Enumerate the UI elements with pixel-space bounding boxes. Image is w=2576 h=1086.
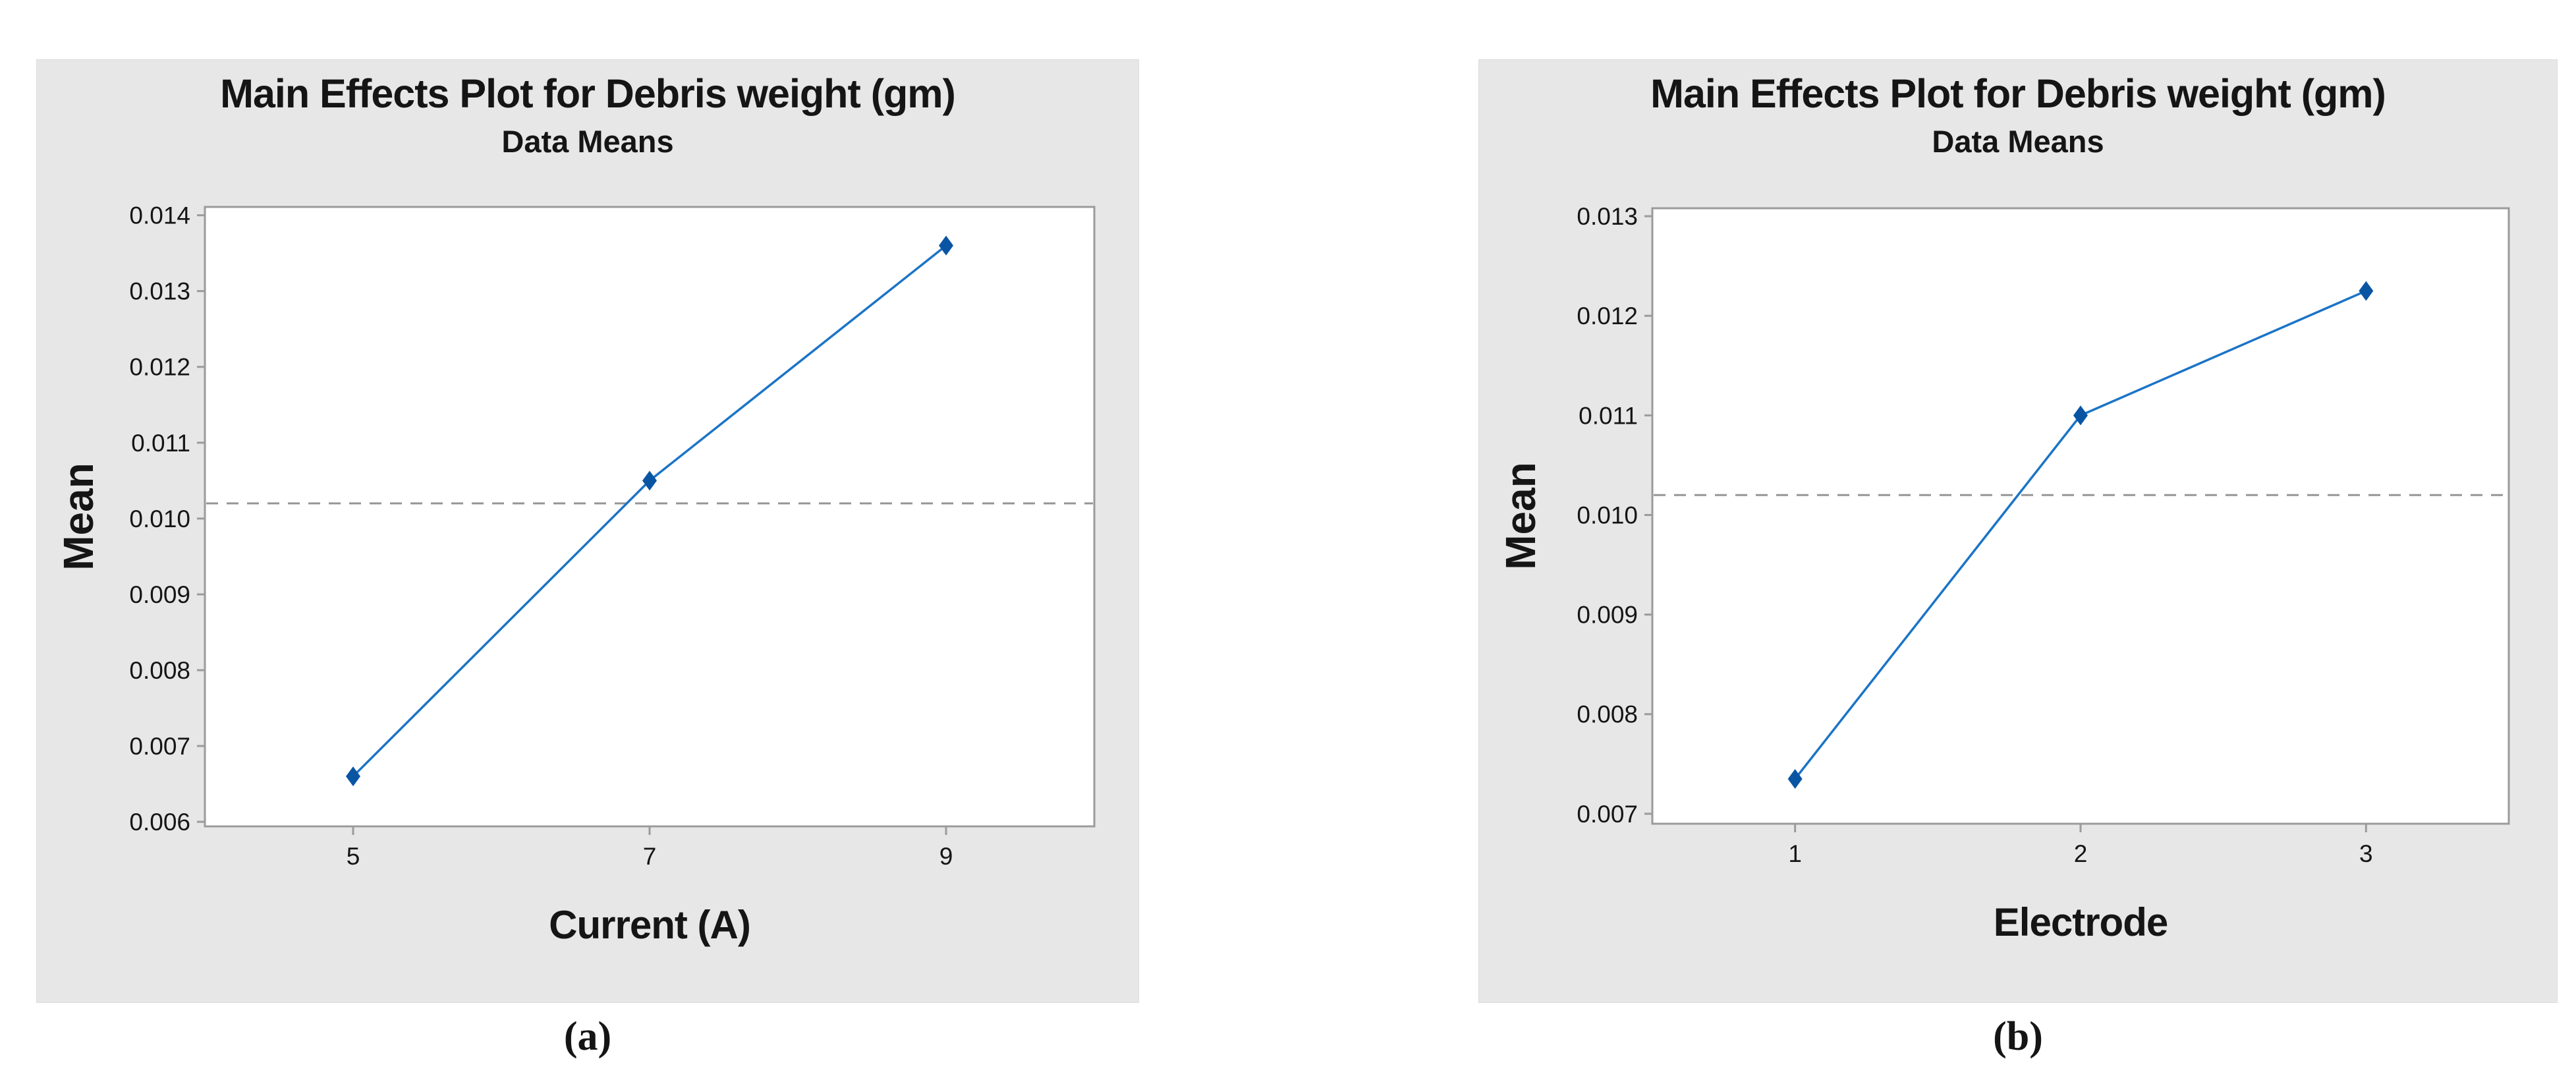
svg-text:7: 7 — [643, 843, 657, 870]
chart-panel-a: Main Effects Plot for Debris weight (gm)… — [36, 59, 1139, 1003]
svg-text:0.011: 0.011 — [131, 430, 190, 457]
svg-text:0.006: 0.006 — [129, 809, 190, 836]
y-axis-label-wrap: Mean — [42, 207, 115, 826]
svg-text:0.008: 0.008 — [1577, 701, 1638, 728]
svg-text:0.009: 0.009 — [129, 581, 190, 608]
chart-panel-b: Main Effects Plot for Debris weight (gm)… — [1478, 59, 2558, 1003]
svg-text:2: 2 — [2074, 840, 2088, 867]
y-axis-label: Mean — [1497, 462, 1544, 570]
svg-text:3: 3 — [2359, 840, 2373, 867]
svg-text:9: 9 — [939, 843, 953, 870]
svg-text:0.010: 0.010 — [1577, 501, 1638, 529]
svg-text:0.012: 0.012 — [1577, 302, 1638, 329]
chart-subtitle: Data Means — [501, 124, 674, 159]
caption-b: (b) — [1993, 1014, 2043, 1059]
x-axis-label: Electrode — [1993, 900, 2168, 944]
svg-text:0.007: 0.007 — [1577, 801, 1638, 828]
chart-subtitle: Data Means — [1932, 124, 2104, 159]
chart-title: Main Effects Plot for Debris weight (gm) — [220, 71, 956, 116]
svg-text:5: 5 — [347, 843, 360, 870]
svg-text:0.013: 0.013 — [129, 278, 190, 305]
svg-text:0.012: 0.012 — [129, 354, 190, 381]
svg-text:0.011: 0.011 — [1579, 402, 1638, 429]
svg-text:0.014: 0.014 — [129, 202, 190, 229]
svg-text:0.010: 0.010 — [129, 505, 190, 532]
x-axis-label: Current (A) — [549, 903, 751, 947]
y-axis-label-wrap: Mean — [1484, 208, 1557, 824]
chart-title: Main Effects Plot for Debris weight (gm) — [1650, 71, 2386, 116]
y-axis-label: Mean — [55, 463, 102, 571]
svg-text:0.007: 0.007 — [129, 733, 190, 760]
plot-area-a: 0.006 0.007 0.008 0.009 0.010 0.011 0.012 0.013… — [129, 202, 1096, 870]
plot-area-b: 0.007 0.008 0.009 0.010 0.011 0.012 0.013 1 2 3 — [1577, 203, 2510, 867]
svg-text:1: 1 — [1788, 840, 1802, 867]
svg-text:0.009: 0.009 — [1577, 602, 1638, 629]
caption-a: (a) — [563, 1014, 612, 1059]
svg-text:0.013: 0.013 — [1577, 203, 1638, 230]
svg-text:0.008: 0.008 — [129, 657, 190, 684]
